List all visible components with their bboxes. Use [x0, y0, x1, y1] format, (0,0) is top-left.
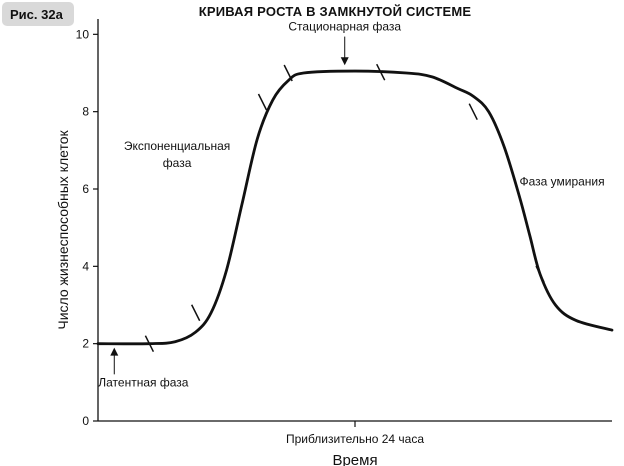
stationary-phase-label: Стационарная фаза — [288, 20, 401, 34]
latent-phase-arrowhead — [110, 347, 119, 356]
curve-tick-mark — [190, 304, 201, 322]
annotations: Латентная фаза Экспоненциальная фаза Стацио… — [98, 20, 604, 390]
exponential-phase-label: Экспоненциальная — [124, 139, 230, 153]
stationary-phase-arrowhead — [340, 57, 349, 66]
curve-tick-mark — [257, 93, 268, 111]
curve-tick-mark — [535, 265, 545, 283]
curve-tick-mark — [468, 103, 478, 121]
growth-curve-line — [96, 69, 614, 346]
exponential-phase-label-line2: фаза — [163, 156, 192, 170]
y-axis-label: Число жизнеспособных клеток — [55, 130, 71, 330]
chart-title: КРИВАЯ РОСТА В ЗАМКНУТОЙ СИСТЕМЕ — [198, 4, 472, 19]
curve-tick-mark — [144, 335, 155, 353]
figure-label-badge: Рис. 32а — [2, 2, 74, 26]
x-axis-label: Время — [332, 452, 377, 466]
y-tick-label: 8 — [82, 105, 89, 119]
curve-tick-mark — [283, 64, 293, 82]
y-tick-label: 2 — [82, 337, 89, 351]
x-annotation-label: Приблизительно 24 часа — [286, 432, 424, 446]
death-phase-label: Фаза умирания — [519, 174, 604, 188]
axes: 0 2 4 6 8 10 Приблизительно 24 часа Время Число … — [55, 19, 612, 466]
curve-layer — [96, 63, 614, 353]
y-tick-label: 10 — [76, 27, 90, 41]
y-tick-label: 4 — [82, 259, 89, 273]
y-tick-label: 0 — [82, 414, 89, 428]
curve-tick-mark — [376, 63, 386, 81]
figure-label: Рис. 32а — [10, 7, 63, 22]
latent-phase-label: Латентная фаза — [98, 375, 188, 389]
y-tick-label: 6 — [82, 182, 89, 196]
